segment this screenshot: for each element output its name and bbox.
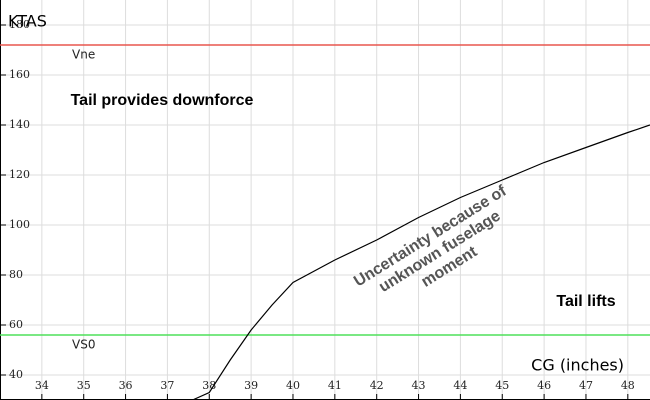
series-line (192, 124, 650, 400)
x-tick-label: 46 (537, 379, 551, 392)
y-tick-label: 100 (9, 218, 30, 231)
x-tick-label: 38 (202, 379, 216, 392)
x-tick-label: 34 (35, 379, 49, 392)
y-tick-label: 140 (9, 118, 30, 131)
x-tick-label: 43 (412, 379, 426, 392)
x-tick-label: 37 (160, 379, 174, 392)
y-tick-label: 60 (9, 318, 23, 331)
reference-label: VS0 (72, 338, 95, 352)
x-tick-label: 42 (370, 379, 384, 392)
x-axis-title: CG (inches) (531, 356, 624, 375)
x-tick-label: 45 (495, 379, 509, 392)
x-tick-label: 44 (453, 379, 467, 392)
x-tick-label: 47 (579, 379, 593, 392)
x-tick-label: 48 (621, 379, 635, 392)
annotation: Tail lifts (556, 293, 615, 310)
y-tick-label: 160 (9, 68, 30, 81)
reference-label: Vne (72, 48, 95, 62)
annotation: Tail provides downforce (71, 92, 254, 109)
y-tick-label: 180 (9, 18, 30, 31)
x-tick-label: 40 (286, 379, 300, 392)
x-tick-label: 35 (77, 379, 91, 392)
y-tick-label: 40 (9, 368, 23, 381)
x-tick-label: 41 (328, 379, 342, 392)
y-tick-label: 120 (9, 168, 30, 181)
x-tick-label: 39 (244, 379, 258, 392)
x-tick-label: 36 (119, 379, 133, 392)
y-axis-title: KTAS (8, 12, 47, 31)
y-tick-label: 80 (9, 268, 23, 281)
